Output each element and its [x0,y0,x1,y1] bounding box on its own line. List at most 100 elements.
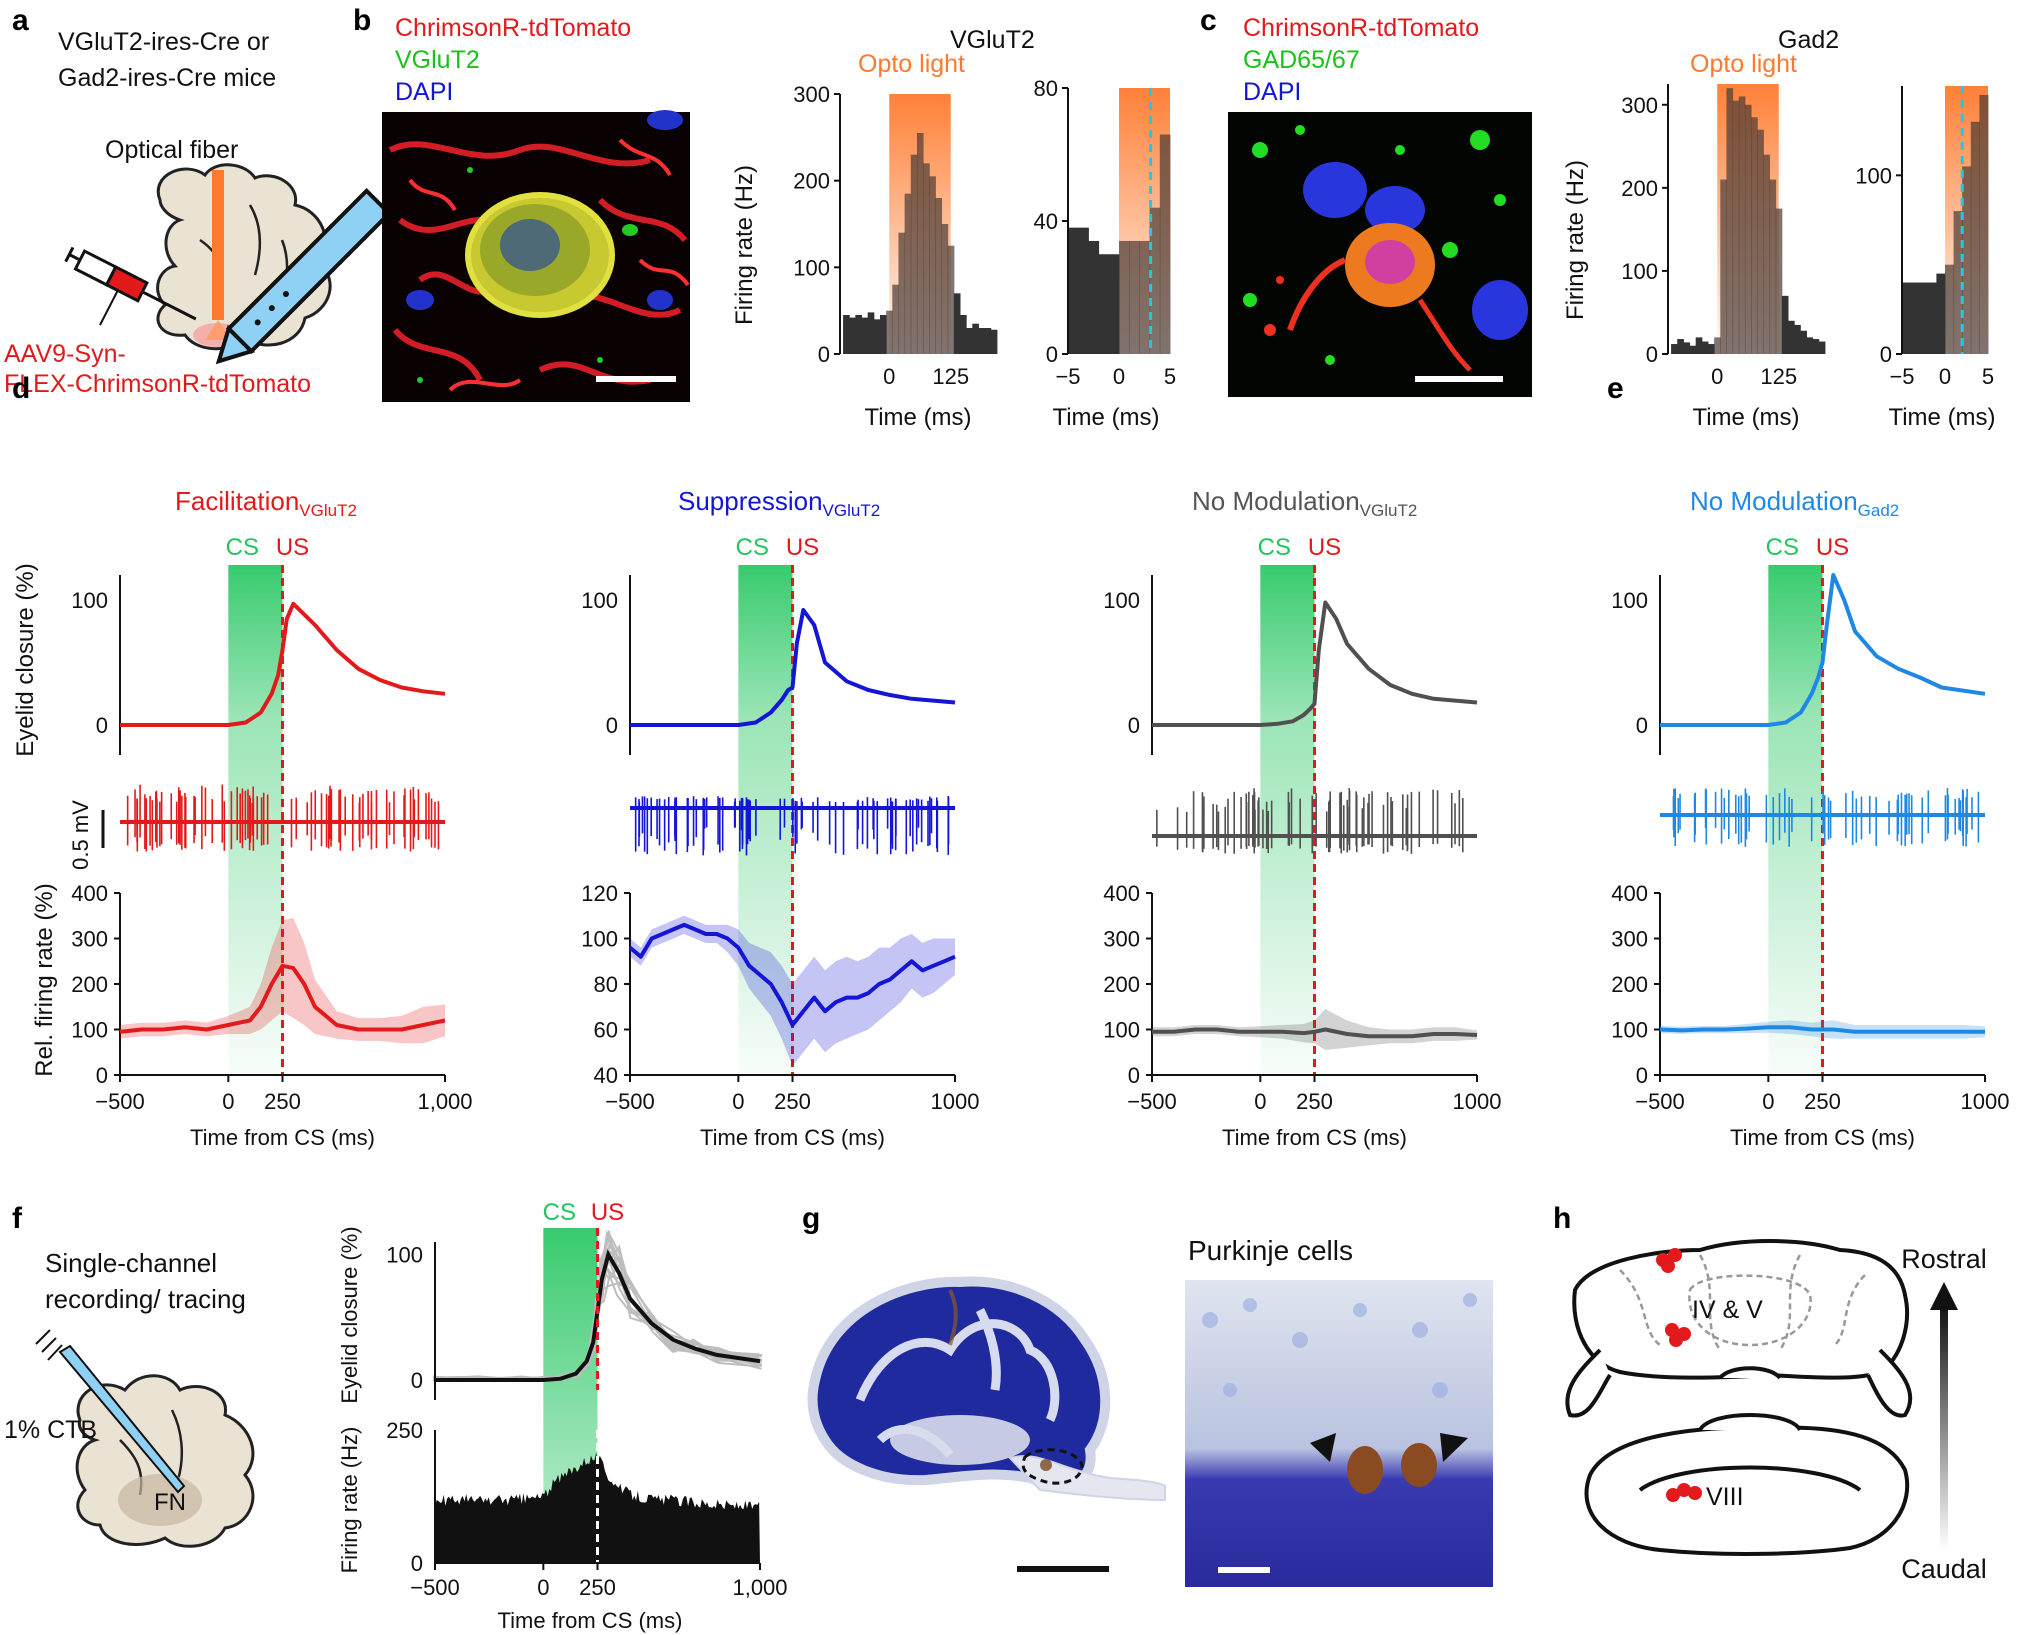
rate-x-tick-label: −500 [605,1089,655,1114]
xlabel-time-cs: Time from CS (ms) [1222,1125,1407,1150]
scale-bar-c [1415,376,1503,382]
hist-bar [855,315,863,354]
e-title: No ModulationGad2 [1690,486,1899,520]
opto-light-label-b: Opto light [858,50,965,78]
ctb-label: 1% CTB [4,1416,97,1444]
cs-label: CS [1258,534,1291,561]
rate-x-tick-label: 0 [537,1575,549,1600]
rate-y-tick-label: 100 [1103,1018,1140,1043]
syringe-pointer [99,289,119,326]
rate-y-tick-label: 120 [581,881,618,906]
lobule-viii: VIII [1706,1483,1744,1511]
rate-x-tick-label: 1,000 [417,1089,472,1114]
arrowhead-left [1310,1433,1336,1462]
caudal-label: Caudal [1901,1554,1987,1584]
x-tick-label: −5 [1889,364,1914,389]
ylabel-rel-rate-d: Rel. firing rate (%) [31,883,58,1076]
hist-bar [1818,341,1826,354]
eyelid-tick-label: 0 [411,1368,423,1393]
hist-bar [1775,208,1783,354]
x-tick-label: 125 [932,364,969,389]
panel-a-title-line2: Gad2-ires-Cre mice [58,64,276,92]
rate-y-tick-label: 200 [1611,972,1648,997]
y-tick-label: 0 [1646,342,1658,367]
stain-label-blue-c: DAPI [1243,78,1301,106]
hist-bar [1677,339,1684,354]
y-tick-label: 0 [1046,342,1058,367]
eyelid-mean-trace [435,1249,761,1382]
us-label: US [591,1199,624,1226]
arrowhead-right [1440,1433,1468,1462]
hist-bar [892,284,899,354]
hist-bar [1812,339,1820,354]
rate-x-tick-label: 0 [732,1089,744,1114]
eyelid-tick-label: 0 [1128,713,1140,738]
eyelid-tick-label: 100 [386,1243,423,1268]
hist-bar [1068,227,1079,354]
cs-shade [1260,565,1315,1075]
us-label: US [786,534,819,561]
hist-bar [1129,240,1140,354]
cs-label: CS [543,1199,576,1226]
stain-label-green-c: GAD65/67 [1243,46,1360,74]
opto-light-label-c: Opto light [1690,50,1797,78]
optical-fiber [212,170,224,320]
hist-bar [1088,240,1100,354]
hist-bar [886,310,893,354]
coronal-section-rostral [1565,1239,1913,1418]
panel-letter-c: c [1200,4,1217,37]
xlabel-time-cs: Time from CS (ms) [1730,1125,1915,1150]
panel-b: b ChrimsonR-tdTomato VGluT2 DAPI VGluT2 … [353,4,1176,431]
fn-outline [1021,1448,1084,1485]
panel-a-title-line1: VGluT2-ires-Cre or [58,28,269,56]
y-tick-label: 200 [1621,176,1658,201]
hist-bar [873,319,881,354]
panel-letter-a: a [12,4,29,37]
rate-y-tick-label: 300 [1103,927,1140,952]
cs-label: CS [1766,534,1799,561]
rate-y-tick-label: 40 [594,1063,618,1088]
x-tick-label: 5 [1982,364,1994,389]
hist-bar [1714,337,1721,354]
eyelid-trace [120,601,446,727]
y-tick-label: 200 [793,169,830,194]
rate-y-tick-label: 100 [71,1018,108,1043]
optical-fiber-label: Optical fiber [105,136,238,164]
eyelid-tick-label: 0 [606,713,618,738]
rate-x-tick-label: 0 [1254,1089,1266,1114]
purkinje-micrograph [1185,1280,1493,1587]
stain-label-red: ChrimsonR-tdTomato [395,14,631,42]
ylabel-eyelid-d: Eyelid closure (%) [12,563,39,756]
rate-y-tick-label: 400 [71,881,108,906]
rate-trace [1152,1027,1478,1039]
d3-title: No ModulationVGluT2 [1192,486,1417,520]
x-tick-label: 0 [883,364,895,389]
fn-label: FN [154,1489,186,1516]
hist-bar [1979,94,1989,354]
xlabel-time-cs: Time from CS (ms) [190,1125,375,1150]
rostral-label: Rostral [1901,1244,1987,1274]
hist-bar [1800,330,1807,354]
panel-f-title-line2: recording/ tracing [45,1284,246,1314]
recording-pipette [58,1344,186,1494]
y-tick-label: 0 [1880,342,1892,367]
stain-label-red-c: ChrimsonR-tdTomato [1243,14,1479,42]
hist-bar [898,232,906,354]
x-tick-label: 0 [1113,364,1125,389]
d1-title: FacilitationVGluT2 [175,486,357,520]
rate-y-tick-label: 0 [1636,1063,1648,1088]
scale-bar [596,376,676,382]
rate-x-tick-label: 250 [1804,1089,1841,1114]
hist-bar [1927,282,1937,354]
firing-rate-histogram [435,1452,760,1563]
rate-x-tick-label: 1,000 [732,1575,787,1600]
hist-bar [1945,264,1955,354]
hist-bar [1098,254,1110,354]
panel-letter-f: f [12,1202,23,1235]
hist-bar [1806,337,1814,354]
rostral-caudal-arrow-shaft [1940,1305,1948,1550]
